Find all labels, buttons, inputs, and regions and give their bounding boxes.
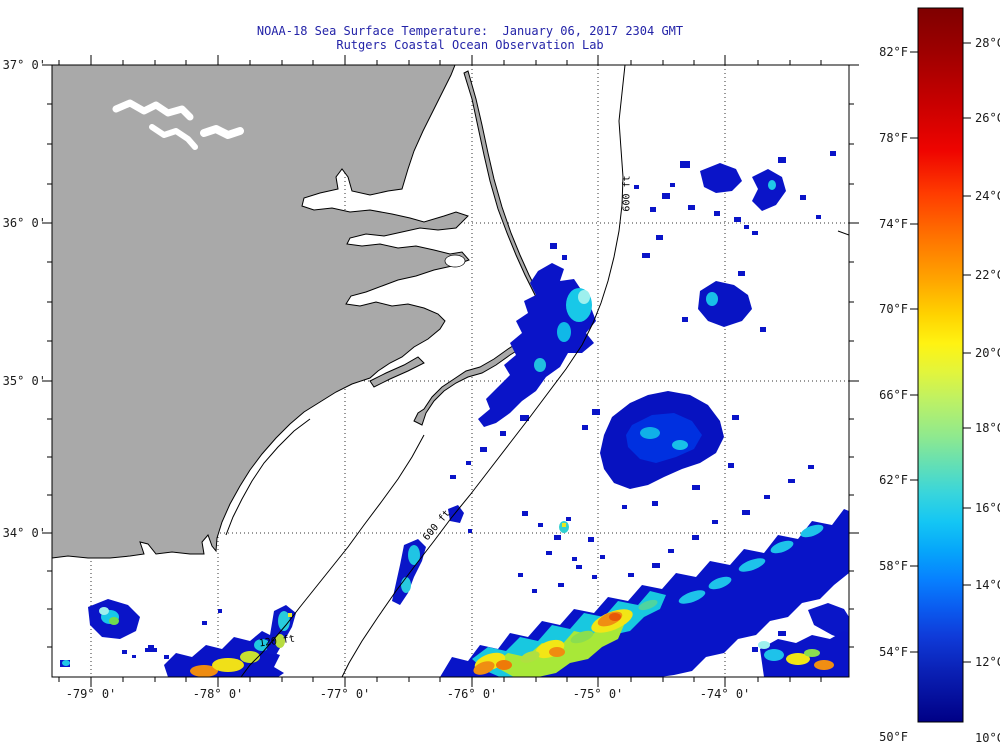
colorbar-label-78f: 78°F <box>879 131 908 145</box>
left-major-ticks <box>42 64 52 534</box>
sst-patches <box>60 151 849 677</box>
right-minor-ticks <box>849 103 854 648</box>
top-minor-ticks <box>58 60 822 65</box>
colorbar-f-ticks <box>910 51 918 653</box>
colorbar-label-26c: 26°C <box>975 111 1000 125</box>
colorbar-label-20c: 20°C <box>975 346 1000 360</box>
lake-mattamuskeet <box>444 254 466 268</box>
right-major-ticks <box>849 64 859 534</box>
colorbar-label-22c: 22°C <box>975 268 1000 282</box>
colorbar-label-74f: 74°F <box>879 217 908 231</box>
top-major-ticks <box>90 55 726 65</box>
lon-label-77: -77° 0' <box>319 687 371 701</box>
colorbar-label-10c: 10°C <box>975 731 1000 745</box>
colorbar-c-ticks <box>963 42 971 663</box>
depth-contours <box>240 65 849 677</box>
map-frame <box>51 64 850 678</box>
figure-title: NOAA-18 Sea Surface Temperature: January… <box>256 24 684 38</box>
lon-label-74: -74° 0' <box>699 687 751 701</box>
colorbar-label-66f: 66°F <box>879 388 908 402</box>
colorbar-label-50f: 50°F <box>879 730 908 744</box>
colorbar-label-12c: 12°C <box>975 655 1000 669</box>
colorbar-label-24c: 24°C <box>975 189 1000 203</box>
colorbar-label-14c: 14°C <box>975 578 1000 592</box>
bottom-minor-ticks <box>58 677 822 682</box>
map-area <box>52 65 849 677</box>
left-minor-ticks <box>47 103 52 648</box>
lat-label-35: 35° 0' <box>2 374 46 388</box>
colorbar-label-62f: 62°F <box>879 473 908 487</box>
figure-subtitle: Rutgers Coastal Ocean Observation Lab <box>336 38 604 52</box>
lon-label-76: -76° 0' <box>446 687 498 701</box>
colorbar-label-82f: 82°F <box>879 45 908 59</box>
land-mainland <box>52 65 470 559</box>
colorbar-label-28c: 28°C <box>975 36 1000 50</box>
axis-ticks <box>42 55 859 687</box>
colorbar-gradient <box>917 7 964 723</box>
lat-label-36: 36° 0' <box>2 216 46 230</box>
colorbar-label-70f: 70°F <box>879 302 908 316</box>
lon-label-79: -79° 0' <box>65 687 117 701</box>
colorbar-label-54f: 54°F <box>879 645 908 659</box>
lon-label-75: -75° 0' <box>572 687 624 701</box>
bottom-major-ticks <box>90 677 726 687</box>
lat-label-34: 34° 0' <box>2 526 46 540</box>
lon-label-78: -78° 0' <box>192 687 244 701</box>
contour-label-600ft-north: 600 ft <box>621 175 633 212</box>
colorbar <box>910 7 971 723</box>
inland-lakes <box>112 99 244 150</box>
colorbar-label-18c: 18°C <box>975 421 1000 435</box>
colorbar-label-16c: 16°C <box>975 501 1000 515</box>
colorbar-label-58f: 58°F <box>879 559 908 573</box>
barrier-islands <box>225 70 557 536</box>
lat-label-37: 37° 0' <box>2 58 46 72</box>
